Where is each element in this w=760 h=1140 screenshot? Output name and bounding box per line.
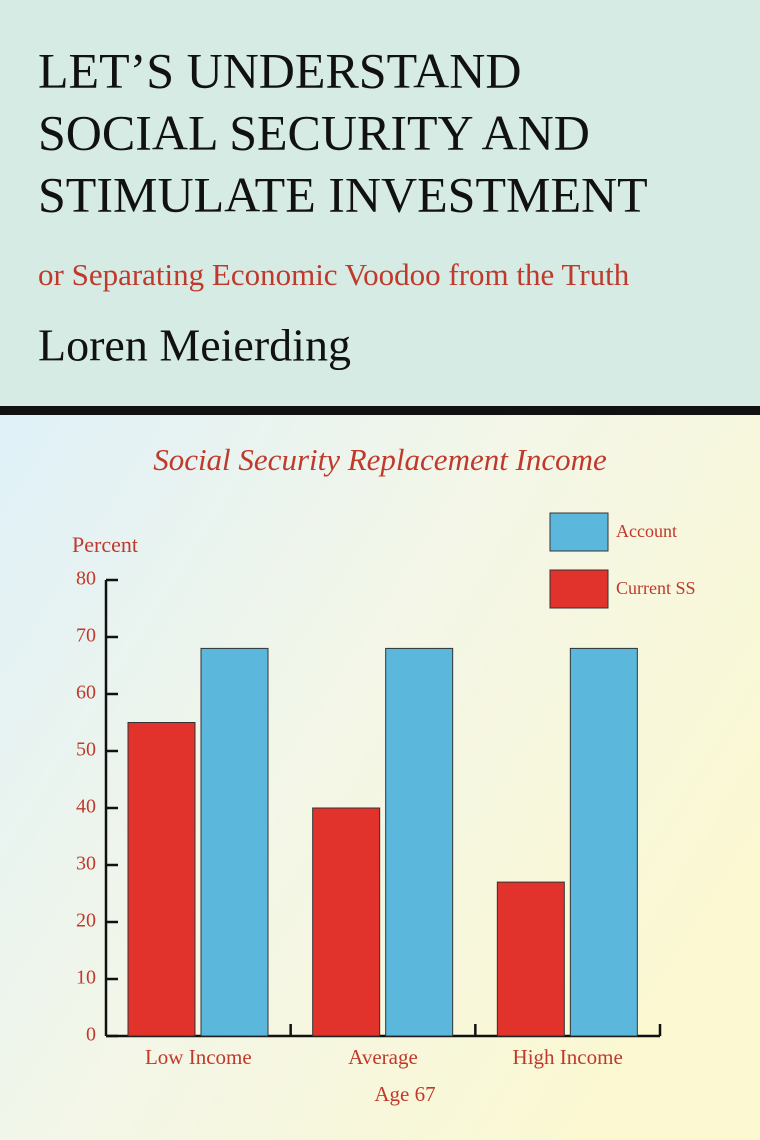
author: Loren Meierding [38,320,351,371]
top-panel [0,0,760,406]
x-tick-label: Average [348,1045,418,1069]
y-tick-label: 40 [76,796,96,818]
legend-swatch [549,569,609,609]
title-line: SOCIAL SECURITY AND [38,104,590,160]
x-tick-label: Low Income [145,1045,252,1069]
y-tick-label: 0 [86,1024,96,1046]
y-tick-label: 80 [76,568,96,590]
legend-swatch [549,512,609,552]
title-line: LET’S UNDERSTAND [38,42,521,98]
y-axis-label: Percent [72,532,138,557]
legend-label: Current SS [616,578,696,598]
y-tick-label: 30 [76,853,96,875]
y-tick-label: 60 [76,682,96,704]
bar [200,647,269,1037]
bar [127,722,196,1037]
bar [312,807,381,1037]
subtitle: or Separating Economic Voodoo from the T… [38,257,630,292]
chart-title: Social Security Replacement Income [153,442,607,477]
y-tick-label: 20 [76,910,96,932]
bar [385,647,454,1037]
y-tick-label: 10 [76,967,96,989]
legend-label: Account [616,521,677,541]
y-tick-label: 70 [76,625,96,647]
bar [496,881,565,1037]
divider [0,406,760,415]
title-line: STIMULATE INVESTMENT [38,166,648,222]
y-tick-label: 50 [76,739,96,761]
x-tick-label: High Income [513,1045,623,1069]
bar [569,647,638,1037]
x-axis-label: Age 67 [374,1082,435,1106]
